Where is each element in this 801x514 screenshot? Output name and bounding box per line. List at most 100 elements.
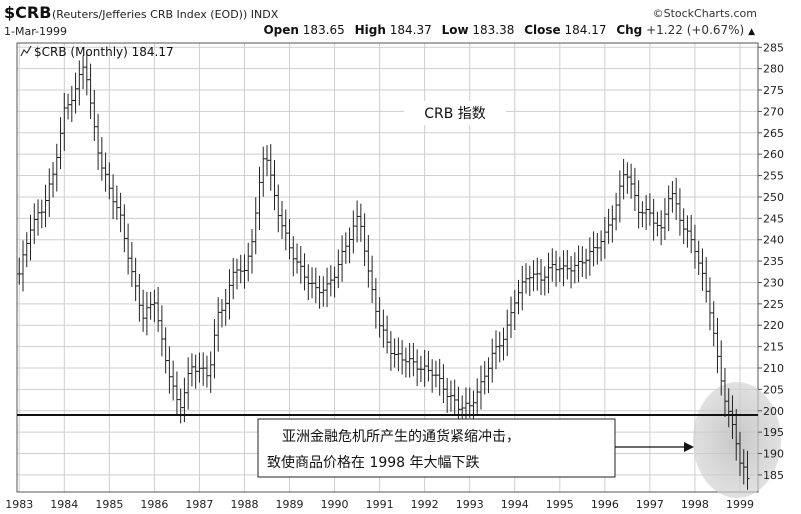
close-label: Close [524, 23, 561, 37]
ohlc-bar [103, 152, 108, 192]
ohlc-bar [242, 254, 247, 289]
chart-header: $CRB (Reuters/Jefferies CRB Index (EOD))… [0, 0, 801, 42]
ohlc-bar [475, 378, 480, 414]
ohlc-bar [77, 60, 82, 106]
ohlc-bar [587, 237, 592, 276]
y-tick-label: 225 [763, 298, 784, 311]
ohlc-bar [460, 395, 465, 424]
ohlc-bar [144, 291, 149, 336]
x-tick-label: 1998 [681, 498, 709, 511]
x-tick-label: 1992 [411, 498, 439, 511]
ohlc-bar [122, 204, 127, 253]
x-tick-label: 1988 [230, 498, 258, 511]
legend: $CRB (Monthly) 184.17 [20, 45, 174, 59]
ohlc-bar [174, 371, 179, 416]
ohlc-bar [223, 288, 228, 326]
ohlc-bar [257, 166, 262, 231]
ohlc-bar [107, 162, 112, 200]
ohlc-bar [647, 193, 652, 226]
ohlc-bar [141, 289, 146, 332]
ohlc-bar [204, 355, 209, 388]
brand-label[interactable]: ©StockCharts.com [652, 7, 757, 20]
ohlc-bar [208, 351, 213, 393]
ohlc-bar [249, 229, 254, 274]
ohlc-bar [317, 275, 322, 309]
ohlc-bar [400, 340, 405, 375]
ohlc-bar [689, 214, 694, 254]
ohlc-bar [133, 257, 138, 302]
ohlc-bar [411, 342, 416, 377]
ohlc-bar [614, 192, 619, 231]
ohlc-bar [261, 146, 266, 197]
ohlc-bar [17, 257, 22, 285]
ohlc-bar [373, 278, 378, 329]
y-tick-label: 250 [763, 191, 784, 204]
plot-frame [16, 42, 759, 493]
chg-label: Chg [616, 23, 643, 37]
ohlc-bar [666, 185, 671, 232]
exchange-label: INDX [250, 8, 279, 21]
ohlc-bar [692, 224, 697, 269]
ohlc-bar [670, 181, 675, 213]
ohlc-bar [62, 92, 67, 151]
ohlc-bar [509, 296, 513, 339]
ohlc-bar [629, 163, 634, 199]
ohlc-bar [99, 137, 104, 181]
ohlc-bar [39, 199, 44, 229]
ohlc-bar [569, 255, 574, 289]
ohlc-bar [43, 184, 48, 228]
ohlc-bar [69, 85, 74, 123]
x-tick-label: 1986 [140, 498, 168, 511]
ohlc-bar [486, 357, 491, 394]
ohlc-bar [452, 379, 457, 416]
ohlc-bar [234, 258, 239, 290]
ohlc-bar [737, 431, 742, 477]
y-tick-label: 245 [763, 212, 784, 225]
ohlc-bar [520, 265, 525, 311]
ohlc-bar [531, 260, 536, 292]
ohlc-bar [501, 327, 506, 361]
ohlc-bar [276, 184, 281, 233]
y-tick-label: 240 [763, 234, 784, 247]
ohlc-bar [715, 317, 720, 374]
ohlc-bar [445, 377, 450, 413]
y-tick-label: 195 [763, 426, 784, 439]
ohlc-bar [377, 297, 382, 338]
ohlc-bar [111, 174, 116, 220]
ohlc-bar [159, 305, 164, 357]
index-name-text: (Reuters/Jefferies CRB Index (EOD)) [52, 8, 248, 21]
ohlc-bar [152, 289, 157, 323]
ohlc-bar [137, 274, 142, 322]
x-tick-label: 1996 [591, 498, 619, 511]
ohlc-bar [325, 267, 330, 308]
ohlc-bar [178, 388, 183, 424]
y-tick-label: 260 [763, 148, 784, 161]
ohlc-bar [21, 240, 26, 292]
ohlc-bar [340, 235, 345, 282]
ohlc-bar [328, 265, 333, 297]
ohlc-bar [685, 215, 690, 248]
ohlc-bar [73, 72, 78, 114]
ohlc-bar [557, 256, 562, 283]
ohlc-bar [700, 248, 705, 291]
ohlc-bar [358, 203, 363, 242]
low-value: 183.38 [472, 23, 515, 37]
y-tick-label: 230 [763, 276, 784, 289]
ohlc-bar [704, 257, 709, 303]
ohlc-bar [302, 253, 307, 291]
y-tick-label: 200 [763, 405, 784, 418]
high-value: 184.37 [389, 23, 432, 37]
ohlc-bar [388, 331, 393, 371]
ohlc-bar [92, 89, 97, 142]
y-tick-label: 255 [763, 170, 784, 183]
y-tick-label: 205 [763, 383, 784, 396]
ohlc-bar [433, 360, 438, 388]
up-arrow-icon: ▲ [748, 27, 755, 37]
ohlc-bar [625, 162, 630, 194]
ohlc-bar [640, 201, 645, 228]
ohlc-bar [24, 232, 29, 268]
ohlc-bar [280, 200, 285, 240]
ohlc-bar [437, 358, 442, 396]
ohlc-bar [118, 192, 123, 233]
